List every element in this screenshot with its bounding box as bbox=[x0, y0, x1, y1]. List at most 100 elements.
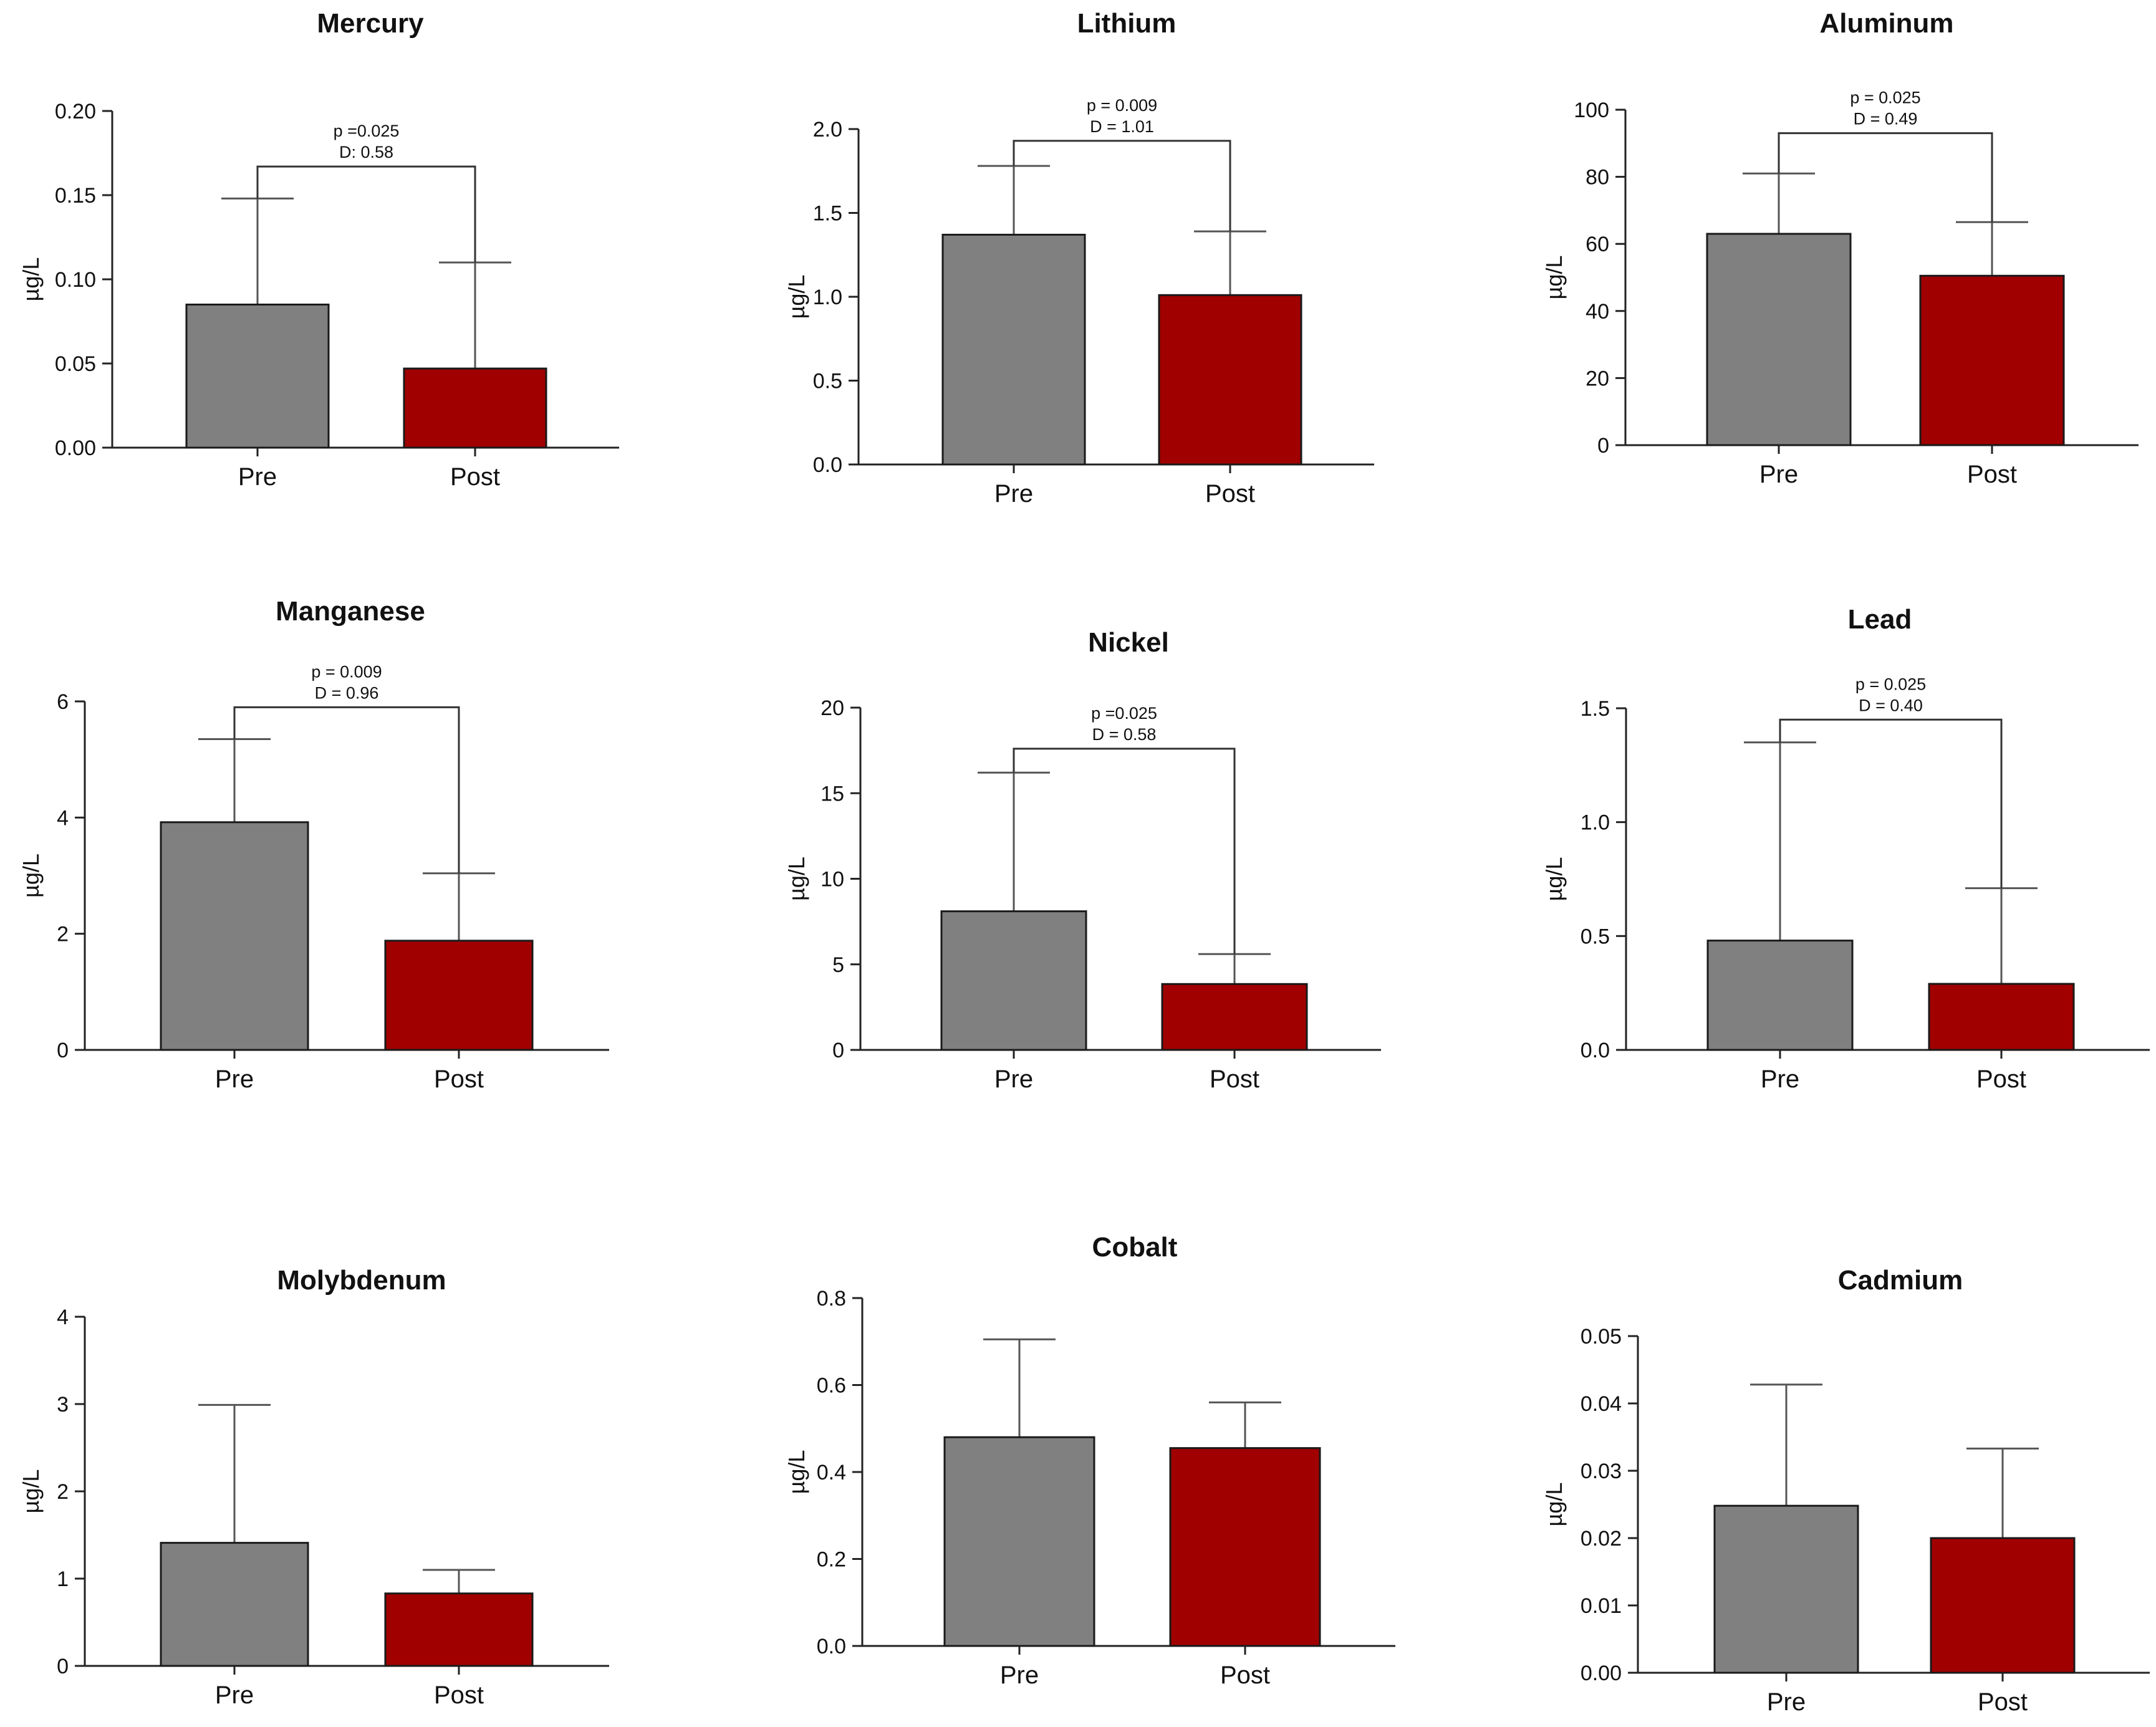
chart-panel: Nickel µg/L 0 5 10 15 20 Pre Post p =0.025 D = 0.5… bbox=[784, 627, 1381, 1093]
y-axis-label: µg/L bbox=[1541, 256, 1567, 300]
effect-size-label: D = 1.01 bbox=[1090, 117, 1154, 136]
chart-title: Mercury bbox=[317, 8, 424, 39]
y-tick-label: 0.2 bbox=[817, 1548, 846, 1572]
y-tick-label: 40 bbox=[1586, 300, 1609, 324]
chart-panel: Manganese µg/L 0 2 4 6 Pre Post p = 0.009 D = 0.9… bbox=[18, 596, 609, 1093]
bar-pre bbox=[185, 304, 330, 449]
bar-pre bbox=[941, 233, 1086, 466]
y-axis-label: µg/L bbox=[1541, 1483, 1567, 1527]
y-tick-label: 0.02 bbox=[1581, 1527, 1622, 1551]
chart-panel: Lead µg/L 0.0 0.5 1.0 1.5 Pre Post p = 0.025 D = … bbox=[1541, 604, 2150, 1093]
y-axis-label: µg/L bbox=[18, 1470, 44, 1514]
y-tick-label: 6 bbox=[57, 690, 69, 714]
y-tick-label: 0.8 bbox=[817, 1287, 846, 1311]
y-tick-label: 15 bbox=[821, 782, 844, 806]
x-tick-label: Post bbox=[1978, 1688, 2028, 1716]
y-tick-label: 1.5 bbox=[1581, 697, 1610, 721]
y-tick-label: 1 bbox=[57, 1567, 69, 1591]
bar-pre bbox=[1706, 233, 1852, 446]
chart-title: Cobalt bbox=[1092, 1232, 1178, 1263]
y-tick-label: 0.04 bbox=[1581, 1392, 1622, 1416]
significance-bracket bbox=[233, 706, 460, 873]
y-axis-label: µg/L bbox=[784, 1450, 809, 1494]
y-tick-label: 1.5 bbox=[813, 202, 842, 226]
significance-bracket bbox=[1779, 718, 2003, 888]
chart-panel: Lithium µg/L 0.0 0.5 1.0 1.5 2.0 Pre Post p = 0.0… bbox=[784, 8, 1374, 508]
p-value-label: p =0.025 bbox=[334, 122, 400, 140]
chart-title: Aluminum bbox=[1819, 8, 1953, 39]
x-tick-label: Pre bbox=[1000, 1662, 1039, 1689]
bar-post bbox=[1161, 983, 1308, 1051]
y-tick-label: 0.20 bbox=[55, 100, 96, 123]
x-tick-label: Post bbox=[1220, 1662, 1270, 1689]
y-tick-label: 0.00 bbox=[55, 436, 96, 460]
y-tick-label: 20 bbox=[821, 696, 844, 720]
y-tick-label: 60 bbox=[1586, 233, 1609, 256]
effect-size-label: D = 0.49 bbox=[1854, 110, 1918, 128]
p-value-label: p = 0.025 bbox=[1850, 89, 1920, 107]
y-tick-label: 0.5 bbox=[1581, 925, 1610, 948]
y-tick-label: 0.4 bbox=[817, 1461, 846, 1484]
significance-bracket bbox=[1013, 140, 1231, 232]
chart-panel: Cadmium µg/L 0.00 0.01 0.02 0.03 0.04 0.05 Pre Po… bbox=[1541, 1265, 2150, 1716]
bar-post bbox=[1930, 1537, 2076, 1674]
y-tick-label: 0.01 bbox=[1581, 1594, 1622, 1618]
bar-post bbox=[1919, 274, 2065, 446]
x-tick-label: Pre bbox=[1759, 461, 1798, 488]
effect-size-label: D = 0.96 bbox=[315, 683, 379, 702]
x-tick-label: Pre bbox=[215, 1066, 254, 1093]
x-tick-label: Post bbox=[434, 1066, 484, 1093]
y-tick-label: 4 bbox=[57, 1306, 69, 1329]
y-tick-label: 1.0 bbox=[1581, 811, 1610, 835]
significance-bracket bbox=[1013, 748, 1236, 955]
bar-post bbox=[403, 367, 547, 449]
y-axis-label: µg/L bbox=[784, 275, 809, 319]
y-tick-label: 4 bbox=[57, 806, 69, 830]
y-tick-label: 0.6 bbox=[817, 1374, 846, 1398]
x-tick-label: Pre bbox=[994, 480, 1033, 508]
y-tick-label: 0.5 bbox=[813, 370, 842, 393]
chart-title: Lead bbox=[1848, 604, 1912, 635]
chart-panel: Mercury µg/L 0.00 0.05 0.10 0.15 0.20 Pre Post p … bbox=[18, 8, 619, 491]
bar-pre bbox=[940, 910, 1087, 1051]
y-tick-label: 0.00 bbox=[1581, 1662, 1622, 1685]
x-tick-label: Post bbox=[450, 463, 500, 491]
y-tick-label: 20 bbox=[1586, 367, 1609, 390]
bar-post bbox=[1169, 1447, 1321, 1647]
y-tick-label: 0.05 bbox=[55, 352, 96, 376]
x-tick-label: Post bbox=[434, 1681, 484, 1709]
y-tick-label: 0.15 bbox=[55, 184, 96, 208]
bar-pre bbox=[1713, 1504, 1859, 1674]
y-tick-label: 2 bbox=[57, 1480, 69, 1504]
y-tick-label: 0 bbox=[57, 1655, 69, 1678]
significance-bracket bbox=[256, 165, 476, 262]
bar-post bbox=[1928, 983, 2075, 1051]
y-tick-label: 5 bbox=[832, 953, 844, 977]
p-value-label: p =0.025 bbox=[1091, 704, 1157, 723]
y-tick-label: 0.0 bbox=[817, 1635, 846, 1658]
bar-pre bbox=[160, 821, 309, 1051]
chart-panel: Cobalt µg/L 0.0 0.2 0.4 0.6 0.8 Pre Post bbox=[784, 1232, 1395, 1689]
chart-title: Molybdenum bbox=[277, 1265, 446, 1296]
chart-title: Manganese bbox=[276, 596, 425, 627]
x-tick-label: Post bbox=[1967, 461, 2017, 488]
y-tick-label: 0 bbox=[832, 1039, 844, 1062]
chart-title: Cadmium bbox=[1838, 1265, 1963, 1296]
y-tick-label: 2 bbox=[57, 923, 69, 946]
y-tick-label: 0.0 bbox=[813, 453, 842, 477]
x-tick-label: Pre bbox=[1767, 1688, 1806, 1716]
bar-post bbox=[384, 1592, 534, 1667]
effect-size-label: D: 0.58 bbox=[339, 143, 393, 161]
y-axis-label: µg/L bbox=[1541, 857, 1567, 902]
y-tick-label: 0.0 bbox=[1581, 1039, 1610, 1062]
y-tick-label: 80 bbox=[1586, 166, 1609, 190]
bar-pre bbox=[1706, 940, 1854, 1051]
y-tick-label: 1.0 bbox=[813, 286, 842, 309]
x-tick-label: Pre bbox=[238, 463, 277, 491]
effect-size-label: D = 0.40 bbox=[1859, 696, 1923, 714]
chart-title: Nickel bbox=[1088, 627, 1169, 658]
x-tick-label: Pre bbox=[994, 1066, 1033, 1093]
significance-bracket bbox=[1778, 132, 1993, 223]
